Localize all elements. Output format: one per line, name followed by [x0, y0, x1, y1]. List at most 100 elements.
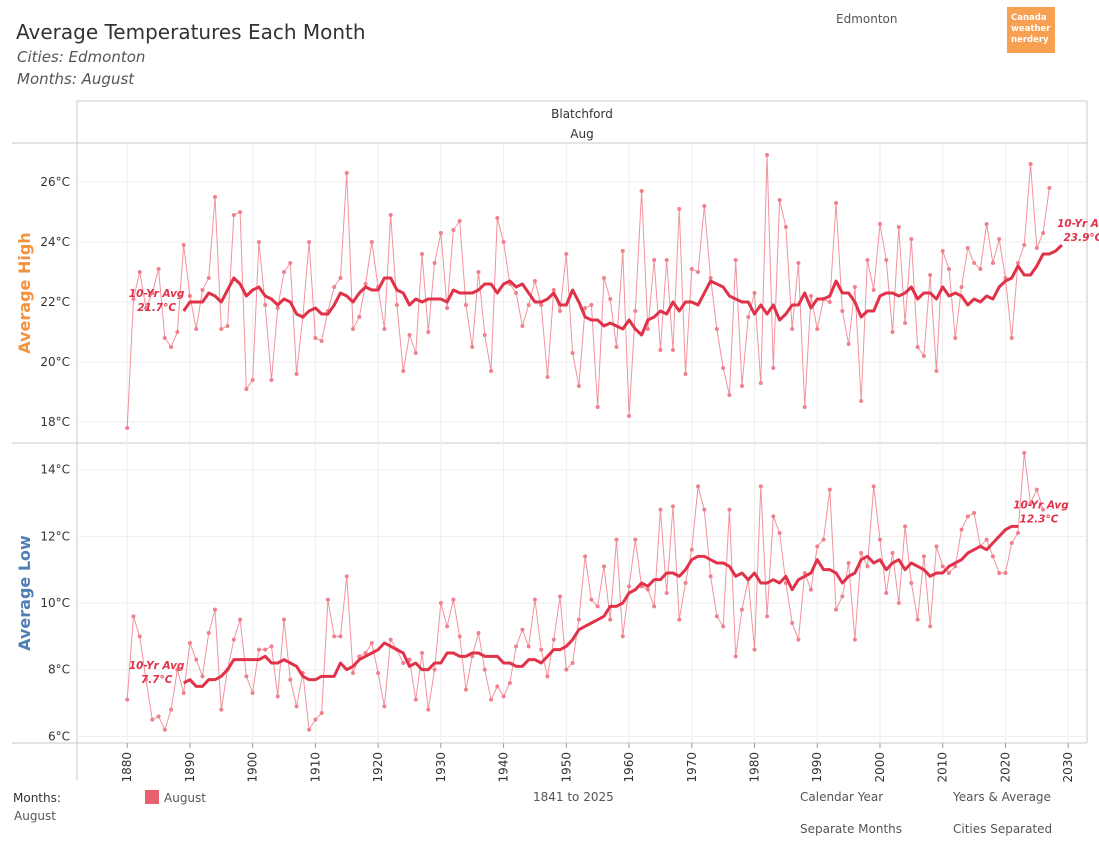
annotation-end-line2: 12.3°C: [1020, 513, 1059, 525]
data-point-august: [144, 306, 149, 310]
data-point-august: [545, 375, 550, 379]
data-point-august: [501, 240, 506, 244]
data-point-august: [394, 303, 399, 307]
data-point-august: [1015, 261, 1020, 265]
data-point-august: [545, 674, 550, 679]
data-point-august: [670, 504, 675, 509]
data-point-august: [407, 333, 412, 337]
x-tick-label: 1970: [685, 752, 699, 783]
data-point-august: [670, 348, 675, 352]
data-point-august: [137, 634, 142, 639]
x-tick-label: 1880: [120, 752, 134, 783]
data-point-august: [702, 507, 707, 512]
data-point-august: [796, 637, 801, 642]
data-point-august: [702, 204, 707, 208]
data-point-august: [457, 219, 462, 223]
data-point-august: [451, 597, 456, 602]
data-point-august: [658, 507, 663, 512]
separate-months-button[interactable]: Separate Months: [800, 822, 903, 836]
data-point-august: [175, 330, 180, 334]
y-tick-label: 20°C: [40, 355, 70, 369]
data-point-august: [865, 258, 870, 262]
data-point-august: [382, 704, 387, 709]
y-tick-label: 6°C: [48, 729, 70, 743]
data-point-august: [1009, 336, 1014, 340]
data-point-august: [363, 282, 368, 286]
data-point-august: [432, 261, 437, 265]
data-point-august: [1028, 162, 1033, 166]
legend-swatch-august: [145, 790, 159, 804]
series-line-august: [126, 154, 1050, 429]
logo: Canada weather nerdery: [1007, 7, 1055, 53]
legend-label-august[interactable]: August: [164, 791, 206, 805]
data-point-august: [194, 657, 199, 662]
data-point-august: [432, 667, 437, 672]
data-point-august: [852, 285, 857, 289]
data-point-august: [758, 381, 763, 385]
months-filter-value[interactable]: August: [14, 809, 56, 823]
data-point-august: [463, 303, 468, 307]
data-point-august: [514, 644, 519, 649]
data-point-august: [664, 258, 669, 262]
data-point-august: [369, 641, 374, 645]
years-average-button[interactable]: Years & Average: [953, 790, 1051, 804]
data-point-august: [263, 303, 268, 307]
data-point-august: [896, 601, 901, 605]
calendar-year-button[interactable]: Calendar Year: [800, 790, 884, 804]
data-point-august: [953, 564, 958, 569]
data-point-august: [721, 366, 726, 370]
data-point-august: [840, 594, 845, 599]
data-point-august: [903, 321, 908, 325]
month-header: Aug: [570, 127, 593, 141]
data-point-august: [620, 249, 625, 253]
data-point-august: [426, 330, 431, 334]
data-point-august: [677, 617, 682, 622]
data-point-august: [401, 661, 406, 665]
data-point-august: [476, 270, 481, 274]
data-point-august: [570, 661, 575, 665]
data-point-august: [520, 627, 525, 632]
data-point-august: [1003, 571, 1008, 575]
data-point-august: [244, 674, 249, 679]
data-point-august: [752, 291, 757, 295]
data-point-august: [169, 707, 174, 712]
data-point-august: [200, 288, 205, 292]
data-point-august: [990, 554, 995, 559]
data-point-august: [175, 667, 180, 672]
x-tick-label: 1990: [810, 752, 824, 783]
cities-separated-button[interactable]: Cities Separated: [953, 822, 1053, 836]
data-point-august: [332, 285, 337, 289]
x-tick-label: 2030: [1061, 752, 1075, 783]
city-filter-label[interactable]: Edmonton: [836, 12, 898, 26]
data-point-august: [507, 681, 512, 685]
data-point-august: [696, 484, 701, 489]
data-point-august: [344, 171, 349, 175]
data-point-august: [802, 571, 807, 575]
data-point-august: [840, 309, 845, 313]
data-point-august: [689, 547, 694, 552]
data-point-august: [689, 267, 694, 271]
data-point-august: [890, 330, 895, 334]
data-point-august: [576, 384, 581, 388]
data-point-august: [495, 216, 500, 220]
data-point-august: [288, 677, 293, 682]
data-point-august: [495, 684, 500, 689]
data-point-august: [739, 607, 744, 612]
data-point-august: [482, 667, 487, 672]
data-point-august: [727, 507, 732, 512]
data-point-august: [827, 487, 832, 492]
data-point-august: [815, 327, 820, 331]
annotation-end-line1: 10-Yr Avg: [1057, 218, 1099, 230]
data-point-august: [614, 345, 619, 349]
data-point-august: [162, 336, 167, 340]
data-point-august: [231, 637, 236, 642]
data-point-august: [420, 651, 425, 655]
data-point-august: [652, 604, 657, 609]
annotation-end-line2: 23.9°C: [1063, 232, 1099, 244]
data-point-august: [307, 727, 312, 732]
data-point-august: [808, 294, 813, 298]
data-point-august: [351, 671, 356, 675]
x-tick-label: 1950: [559, 752, 573, 783]
data-point-august: [576, 617, 581, 622]
